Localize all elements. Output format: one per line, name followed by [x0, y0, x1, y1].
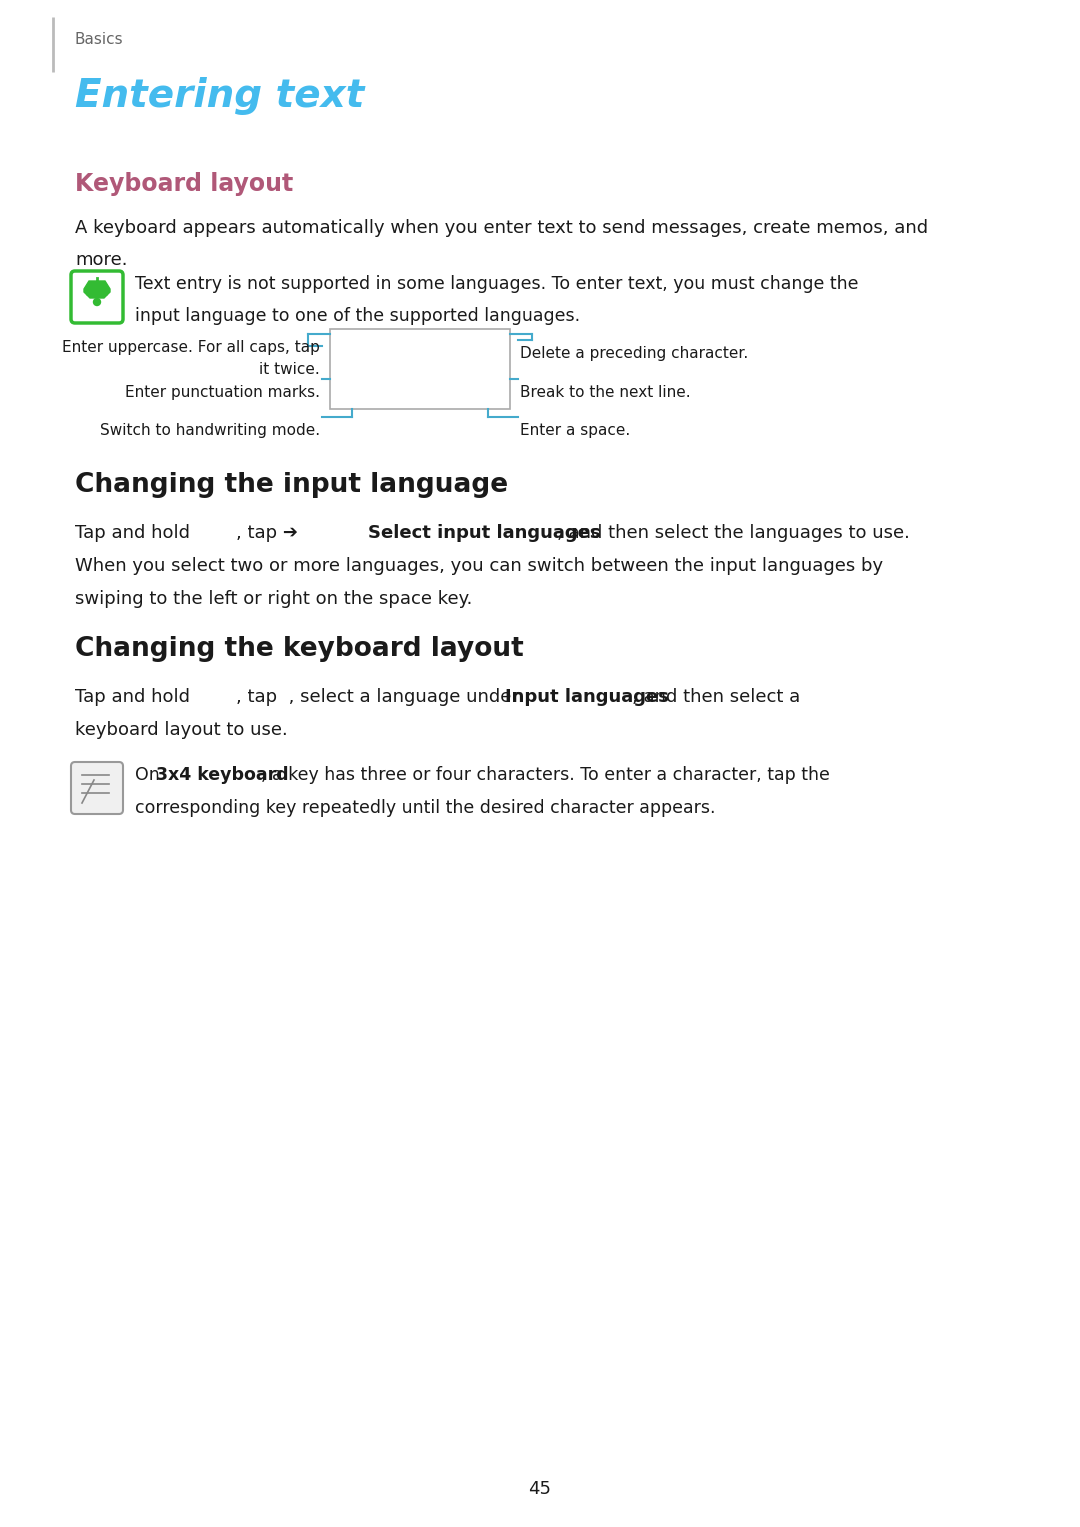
Text: Keyboard layout: Keyboard layout	[75, 173, 294, 195]
Text: A keyboard appears automatically when you enter text to send messages, create me: A keyboard appears automatically when yo…	[75, 218, 928, 237]
FancyBboxPatch shape	[71, 270, 123, 324]
Text: Enter uppercase. For all caps, tap: Enter uppercase. For all caps, tap	[63, 341, 320, 354]
Text: Input languages: Input languages	[505, 689, 669, 705]
Text: Delete a preceding character.: Delete a preceding character.	[519, 347, 748, 360]
Text: swiping to the left or right on the space key.: swiping to the left or right on the spac…	[75, 589, 472, 608]
Text: 45: 45	[528, 1480, 552, 1498]
Text: , a key has three or four characters. To enter a character, tap the: , a key has three or four characters. To…	[261, 767, 829, 783]
Text: Select input languages: Select input languages	[368, 524, 600, 542]
Text: it twice.: it twice.	[259, 362, 320, 377]
Bar	[330, 328, 510, 409]
Text: , and then select a: , and then select a	[632, 689, 800, 705]
Text: Enter a space.: Enter a space.	[519, 423, 631, 438]
Text: Basics: Basics	[75, 32, 123, 47]
Polygon shape	[87, 295, 107, 298]
Text: Changing the keyboard layout: Changing the keyboard layout	[75, 637, 524, 663]
Text: keyboard layout to use.: keyboard layout to use.	[75, 721, 287, 739]
Text: input language to one of the supported languages.: input language to one of the supported l…	[135, 307, 580, 325]
Text: 3x4 keyboard: 3x4 keyboard	[156, 767, 288, 783]
Text: Enter punctuation marks.: Enter punctuation marks.	[125, 385, 320, 400]
Text: Switch to handwriting mode.: Switch to handwriting mode.	[99, 423, 320, 438]
Text: Changing the input language: Changing the input language	[75, 472, 508, 498]
Text: Tap and hold        , tap  , select a language under: Tap and hold , tap , select a language u…	[75, 689, 525, 705]
Text: more.: more.	[75, 250, 127, 269]
Text: Break to the next line.: Break to the next line.	[519, 385, 690, 400]
Text: When you select two or more languages, you can switch between the input language: When you select two or more languages, y…	[75, 557, 883, 576]
Text: corresponding key repeatedly until the desired character appears.: corresponding key repeatedly until the d…	[135, 799, 715, 817]
Text: Text entry is not supported in some languages. To enter text, you must change th: Text entry is not supported in some lang…	[135, 275, 859, 293]
Polygon shape	[84, 281, 110, 295]
Circle shape	[94, 298, 100, 305]
Text: Entering text: Entering text	[75, 76, 364, 115]
Text: Tap and hold        , tap ➔: Tap and hold , tap ➔	[75, 524, 303, 542]
Text: , and then select the languages to use.: , and then select the languages to use.	[557, 524, 909, 542]
Text: On: On	[135, 767, 165, 783]
FancyBboxPatch shape	[71, 762, 123, 814]
